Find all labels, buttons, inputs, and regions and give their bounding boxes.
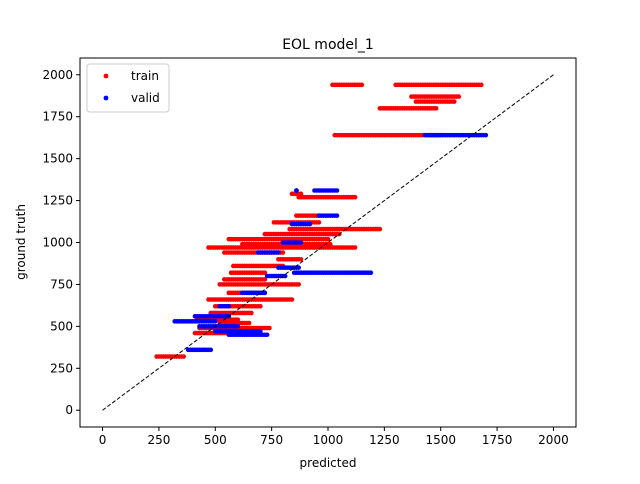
series-valid (172, 132, 489, 353)
x-axis-label: predicted (300, 456, 357, 470)
x-tick-label: 1000 (313, 433, 344, 447)
y-tick-label: 250 (50, 361, 73, 375)
x-tick-label: 1250 (369, 433, 400, 447)
identity-reference-line (102, 74, 554, 411)
data-point-valid (483, 132, 489, 138)
data-point-train (262, 277, 268, 282)
y-axis-label: ground truth (14, 204, 28, 280)
y-tick-label: 0 (65, 403, 73, 417)
data-point-valid (212, 319, 218, 324)
y-tick-label: 1750 (42, 110, 73, 124)
y-tick-label: 1250 (42, 194, 73, 208)
data-point-train (451, 99, 457, 104)
x-tick-label: 500 (204, 433, 227, 447)
data-point-valid (258, 329, 263, 334)
y-tick-label: 750 (50, 277, 73, 291)
data-point-train (280, 250, 286, 255)
data-point-train (249, 310, 254, 316)
x-tick-label: 1750 (482, 433, 513, 447)
data-point-train (181, 354, 187, 359)
data-point-train (433, 106, 439, 111)
data-point-train (359, 82, 365, 88)
data-point-train (246, 320, 252, 326)
data-point-train (289, 297, 295, 302)
x-tick-label: 0 (99, 433, 107, 447)
x-tick-label: 250 (147, 433, 170, 447)
data-point-train (479, 82, 484, 88)
data-point-train (352, 194, 358, 200)
data-point-valid (307, 221, 313, 227)
data-point-valid (226, 303, 232, 309)
data-point-train (298, 191, 304, 197)
data-point-valid (296, 265, 301, 270)
y-tick-label: 1500 (42, 152, 73, 166)
data-point-train (377, 226, 383, 232)
x-ticks: 0 250 500 750 1000 1250 1500 1750 2000 (99, 427, 569, 447)
points-layer (154, 82, 489, 359)
data-point-valid (208, 347, 214, 353)
legend-marker-train (103, 73, 109, 79)
x-tick-label: 2000 (538, 433, 569, 447)
data-point-train (316, 220, 322, 225)
reference-line-layer (102, 74, 554, 411)
x-tick-label: 750 (260, 433, 283, 447)
y-ticks: 0 250 500 750 1000 1250 1500 1750 2000 (42, 68, 80, 417)
data-point-train (258, 303, 263, 309)
data-point-valid (298, 240, 304, 245)
y-tick-label: 500 (50, 319, 73, 333)
y-tick-label: 2000 (42, 68, 73, 82)
data-point-train (456, 94, 462, 99)
data-point-train (262, 270, 268, 275)
data-point-valid (264, 332, 270, 338)
data-point-train (296, 282, 301, 287)
legend: train valid (86, 63, 170, 113)
y-tick-label: 1000 (42, 236, 73, 250)
data-point-valid (282, 273, 288, 279)
data-point-valid (294, 188, 299, 193)
data-point-valid (368, 270, 374, 275)
legend-label-valid: valid (131, 91, 160, 105)
data-point-train (352, 245, 358, 250)
plot-area (102, 74, 554, 411)
data-point-valid (235, 324, 241, 329)
x-tick-label: 1500 (425, 433, 456, 447)
data-point-valid (334, 213, 340, 218)
data-point-valid (334, 188, 340, 193)
data-point-train (298, 256, 304, 262)
data-point-train (235, 317, 241, 322)
legend-label-train: train (131, 69, 159, 83)
data-point-train (325, 236, 331, 242)
chart-title: EOL model_1 (282, 37, 374, 53)
data-point-train (327, 241, 333, 247)
data-point-valid (262, 290, 268, 296)
data-point-valid (276, 250, 281, 255)
legend-marker-valid (103, 95, 109, 101)
data-point-train (267, 325, 272, 331)
